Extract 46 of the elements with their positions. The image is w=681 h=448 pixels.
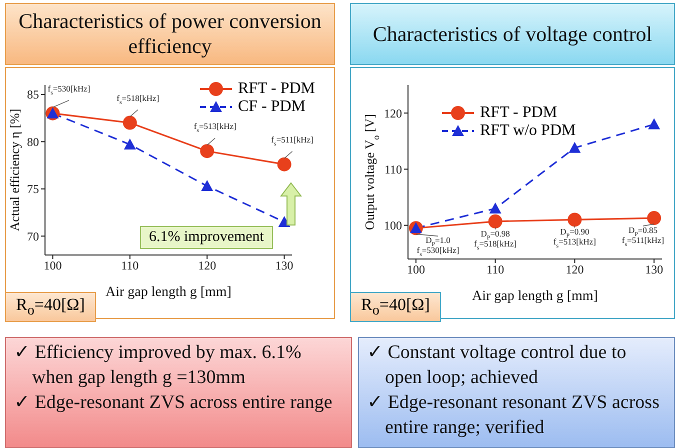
point xyxy=(124,138,136,150)
point xyxy=(122,116,137,130)
point xyxy=(488,214,502,228)
x-tick-label: 120 xyxy=(198,258,216,273)
text: ✓ Edge-resonant resonant ZVS across entire range; verified xyxy=(367,392,660,438)
x-tick-label: 110 xyxy=(121,258,139,273)
legend-label: RFT - PDM xyxy=(480,104,558,122)
y-tick-label: 70 xyxy=(27,229,39,244)
x-tick-label: 110 xyxy=(486,262,504,277)
annotation: 6.1% improvement xyxy=(149,229,264,245)
point xyxy=(277,157,292,172)
y-tick-label: 110 xyxy=(384,162,402,176)
x-axis-title: Air gap length g [mm] xyxy=(472,289,598,304)
y-axis-title: Actual efficiency η [%] xyxy=(7,108,22,232)
y-tick-label: 75 xyxy=(27,182,39,196)
legend-label: RFT w/o PDM xyxy=(480,122,576,140)
x-tick-label: 130 xyxy=(275,258,294,273)
annotation: f$_{s}$=513[kHz] xyxy=(194,121,237,134)
y-tick-label: 120 xyxy=(384,106,402,120)
chart-title: Characteristics of voltage control xyxy=(372,22,652,46)
y-tick-label: 100 xyxy=(384,218,402,233)
y-tick-label: 80 xyxy=(27,134,39,149)
text: ✓ Efficiency improved by max. 6.1% when gap length g =130mm xyxy=(14,342,302,388)
x-tick-label: 100 xyxy=(44,258,62,273)
point xyxy=(568,212,582,227)
legend-label: CF - PDM xyxy=(238,98,306,116)
point xyxy=(647,211,662,226)
point xyxy=(201,180,214,192)
annotation: f$_{s}$=511[kHz] xyxy=(271,134,314,148)
x-tick-label: 120 xyxy=(566,262,584,277)
text: R$_{o}$=40[Ω] xyxy=(361,295,430,318)
x-tick-label: 100 xyxy=(406,262,425,277)
x-tick-label: 130 xyxy=(645,262,664,277)
point xyxy=(489,202,502,214)
chart-title: Characteristics of power conversion efficiency xyxy=(18,9,322,59)
text: ✓ Constant voltage control due to open loop; achieved xyxy=(367,342,626,388)
legend-label: RFT - PDM xyxy=(238,80,315,98)
annotation: f$_{s}$=518[kHz] xyxy=(116,92,160,106)
text: R$_{o}$=40[Ω] xyxy=(16,295,85,318)
point xyxy=(568,142,581,153)
annotation: f$_{s}$=530[kHz] xyxy=(48,83,90,96)
point xyxy=(200,144,214,158)
point xyxy=(648,118,660,130)
text: ✓ Edge-resonant ZVS across entire range xyxy=(14,392,332,413)
x-axis-title: Air gap length g [mm] xyxy=(106,285,232,300)
y-tick-label: 85 xyxy=(27,88,39,102)
